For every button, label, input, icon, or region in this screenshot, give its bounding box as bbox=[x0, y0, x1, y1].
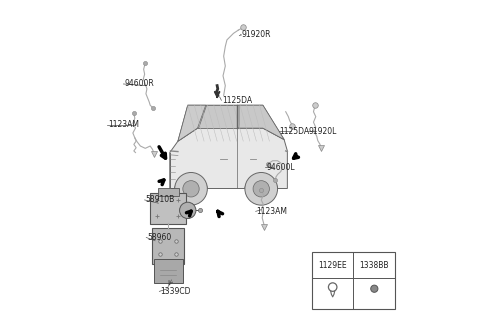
Text: 1338BB: 1338BB bbox=[360, 260, 389, 270]
Text: 58910B: 58910B bbox=[145, 195, 175, 204]
Polygon shape bbox=[178, 105, 284, 141]
Text: 1125DA: 1125DA bbox=[222, 96, 252, 105]
Text: 1339CD: 1339CD bbox=[160, 287, 191, 296]
Circle shape bbox=[253, 181, 269, 197]
Text: 91920R: 91920R bbox=[241, 31, 271, 39]
Polygon shape bbox=[239, 105, 284, 139]
Circle shape bbox=[245, 173, 277, 205]
FancyBboxPatch shape bbox=[150, 194, 186, 224]
Polygon shape bbox=[178, 105, 206, 141]
Text: 1123AM: 1123AM bbox=[256, 207, 288, 216]
Polygon shape bbox=[198, 105, 237, 128]
Circle shape bbox=[371, 285, 378, 292]
Text: 94600L: 94600L bbox=[266, 163, 295, 172]
Text: 91920L: 91920L bbox=[309, 127, 337, 136]
FancyBboxPatch shape bbox=[152, 228, 184, 264]
Bar bbox=[312, 252, 395, 309]
Text: 1123AM: 1123AM bbox=[108, 120, 139, 129]
Text: 1129EE: 1129EE bbox=[318, 260, 347, 270]
Text: 58960: 58960 bbox=[147, 233, 171, 242]
Circle shape bbox=[180, 202, 196, 218]
Text: 1125DA: 1125DA bbox=[279, 127, 309, 136]
Polygon shape bbox=[170, 128, 288, 189]
FancyBboxPatch shape bbox=[154, 259, 182, 283]
FancyBboxPatch shape bbox=[158, 188, 179, 196]
Circle shape bbox=[183, 181, 199, 197]
Circle shape bbox=[175, 173, 207, 205]
Text: 94600R: 94600R bbox=[124, 79, 154, 89]
